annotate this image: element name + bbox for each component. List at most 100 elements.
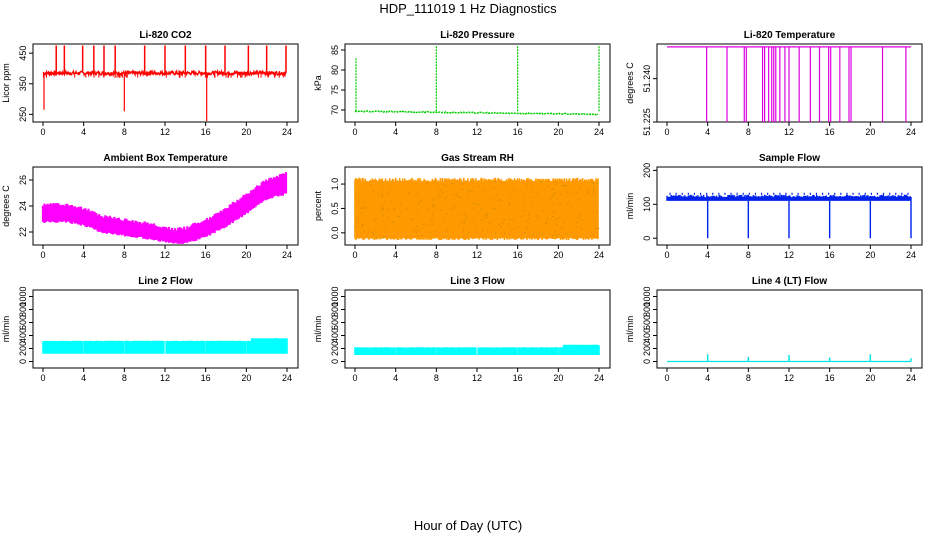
chart-panel-6: Sample Flow ml/min 0 4 8 12 16 20 24 0 100 200 — [625, 153, 923, 260]
x-tick-label: 0 — [40, 373, 45, 383]
y-tick-label: 22 — [18, 227, 28, 237]
x-tick-label: 24 — [282, 250, 292, 260]
panel-title: Sample Flow — [759, 153, 820, 164]
y-axis-label: ml/min — [625, 193, 635, 220]
x-tick-label: 12 — [160, 127, 170, 137]
x-tick-label: 20 — [865, 127, 875, 137]
panel-title: Line 3 Flow — [450, 276, 505, 287]
y-tick-label: 26 — [18, 175, 28, 185]
panel-frame — [32, 289, 299, 369]
data-series — [354, 46, 600, 116]
flow-band — [354, 344, 600, 355]
panel-title: Ambient Box Temperature — [103, 153, 228, 164]
y-axis-label: ml/min — [625, 316, 635, 343]
y-tick-label: 800 — [18, 302, 28, 317]
page-title: HDP_111019 1 Hz Diagnostics — [379, 1, 557, 16]
x-tick-label: 16 — [513, 250, 523, 260]
y-tick-label: 600 — [18, 315, 28, 330]
x-tick-label: 4 — [81, 127, 86, 137]
y-tick-label: 24 — [18, 201, 28, 211]
y-tick-label: 51.240 — [642, 65, 652, 93]
y-tick-label: 200 — [642, 163, 652, 178]
y-axis-label: degrees C — [625, 62, 635, 104]
x-tick-label: 8 — [434, 127, 439, 137]
x-tick-label: 12 — [472, 250, 482, 260]
panel-title: Li-820 CO2 — [139, 30, 192, 41]
y-tick-label: 0.0 — [330, 227, 340, 240]
x-tick-label: 4 — [393, 250, 398, 260]
x-tick-label: 0 — [40, 250, 45, 260]
x-tick-label: 8 — [746, 250, 751, 260]
y-tick-label: 400 — [642, 328, 652, 343]
x-tick-label: 8 — [122, 127, 127, 137]
x-tick-label: 20 — [241, 127, 251, 137]
y-tick-label: 350 — [18, 76, 28, 91]
data-series — [354, 344, 600, 355]
y-tick-label: 1.0 — [330, 178, 340, 191]
y-tick-label: 0.5 — [330, 202, 340, 215]
x-tick-label: 12 — [160, 373, 170, 383]
x-tick-label: 16 — [825, 250, 835, 260]
x-tick-label: 4 — [81, 373, 86, 383]
y-tick-label: 400 — [18, 328, 28, 343]
co2-trace — [42, 68, 287, 78]
chart-panel-3: Li-820 Temperature degrees C 0 4 8 12 16 20 24 51… — [625, 30, 923, 137]
panel-frame — [344, 43, 611, 123]
x-tick-label: 4 — [705, 250, 710, 260]
y-tick-label: 200 — [330, 341, 340, 356]
y-tick-label: 200 — [18, 341, 28, 356]
y-tick-label: 200 — [642, 341, 652, 356]
data-series — [41, 172, 288, 244]
x-tick-label: 4 — [81, 250, 86, 260]
x-tick-label: 12 — [784, 250, 794, 260]
pressure-trace — [354, 110, 599, 116]
x-tick-label: 16 — [825, 373, 835, 383]
x-tick-label: 16 — [201, 250, 211, 260]
x-tick-label: 24 — [594, 127, 604, 137]
x-tick-label: 4 — [705, 127, 710, 137]
x-tick-label: 0 — [664, 250, 669, 260]
x-tick-label: 12 — [472, 127, 482, 137]
x-tick-label: 20 — [553, 373, 563, 383]
x-tick-label: 16 — [201, 373, 211, 383]
panel-title: Li-820 Temperature — [744, 30, 836, 41]
panel-title: Gas Stream RH — [441, 153, 514, 164]
x-tick-label: 24 — [594, 250, 604, 260]
y-tick-label: 600 — [330, 315, 340, 330]
x-tick-label: 8 — [746, 127, 751, 137]
x-tick-label: 0 — [352, 373, 357, 383]
chart-panel-9: Line 4 (LT) Flow ml/min 0 4 8 12 16 20 24 0 200400… — [625, 276, 923, 383]
chart-panel-8: Line 3 Flow ml/min 0 4 8 12 16 20 24 0 20040060080… — [313, 276, 611, 383]
y-axis-label: ml/min — [1, 316, 11, 343]
chart-panel-7: Line 2 Flow ml/min 0 4 8 12 16 20 24 0 20040060080… — [1, 276, 299, 383]
x-tick-label: 24 — [906, 250, 916, 260]
x-tick-label: 24 — [282, 373, 292, 383]
y-tick-label: 250 — [18, 107, 28, 122]
y-tick-label: 75 — [330, 85, 340, 95]
x-tick-label: 0 — [352, 127, 357, 137]
y-axis-label: ml/min — [313, 316, 323, 343]
x-tick-label: 4 — [393, 127, 398, 137]
x-tick-label: 0 — [40, 127, 45, 137]
y-tick-label: 800 — [330, 302, 340, 317]
y-axis-label: degrees C — [1, 185, 11, 227]
y-tick-label: 80 — [330, 65, 340, 75]
y-tick-label: 0 — [18, 359, 28, 364]
x-tick-label: 0 — [352, 250, 357, 260]
panel-title: Line 2 Flow — [138, 276, 193, 287]
y-tick-label: 0 — [330, 359, 340, 364]
x-tick-label: 4 — [393, 373, 398, 383]
x-tick-label: 4 — [705, 373, 710, 383]
y-axis-label: kPa — [313, 75, 323, 91]
y-tick-label: 0 — [642, 359, 652, 364]
chart-panel-4: Ambient Box Temperature degrees C 0 4 8 12 16 2… — [1, 153, 299, 260]
x-tick-label: 24 — [282, 127, 292, 137]
x-tick-label: 8 — [122, 250, 127, 260]
x-tick-label: 16 — [513, 127, 523, 137]
x-tick-label: 20 — [553, 127, 563, 137]
y-tick-label: 1000 — [330, 286, 340, 306]
x-tick-label: 20 — [865, 373, 875, 383]
data-series — [42, 45, 287, 122]
x-tick-label: 8 — [746, 373, 751, 383]
